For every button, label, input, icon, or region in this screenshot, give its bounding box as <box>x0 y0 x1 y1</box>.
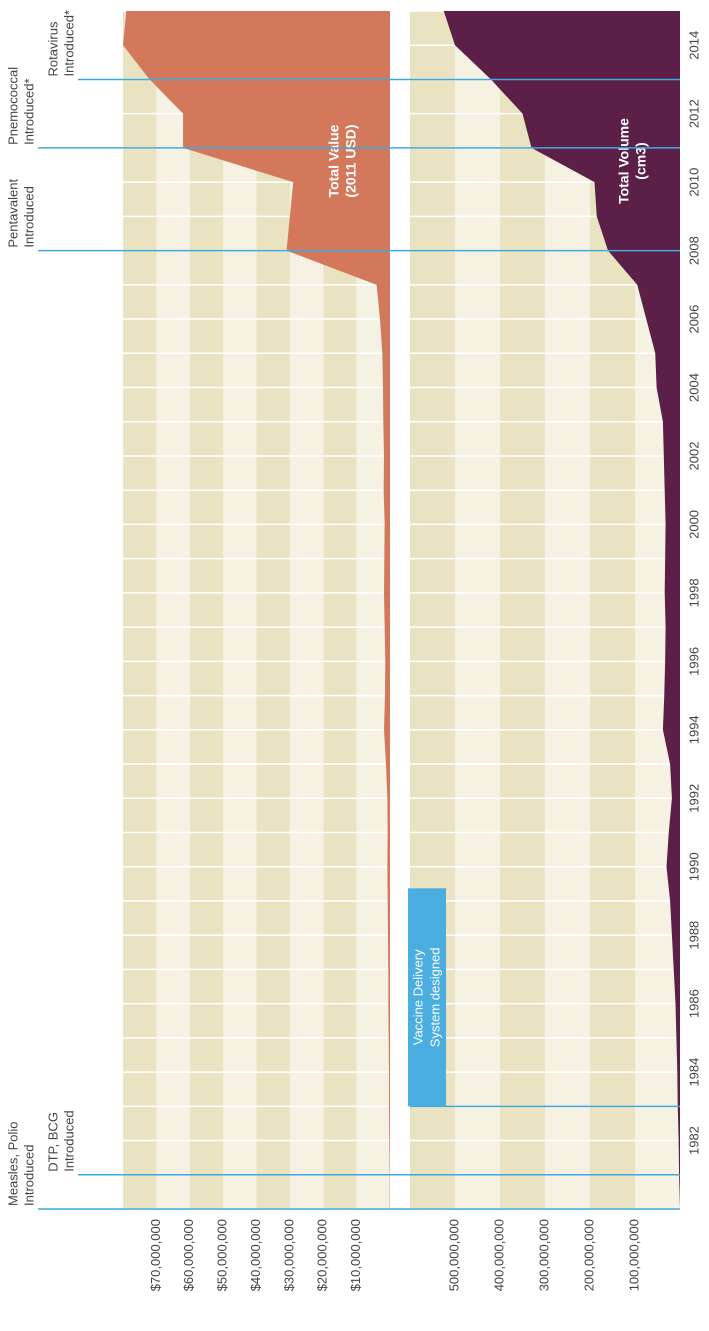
y-tick-label: $70,000,000 <box>148 1219 163 1291</box>
y-tick-label: $50,000,000 <box>215 1219 230 1291</box>
area-label: Total Volume <box>616 118 632 204</box>
x-tick-label: 1986 <box>686 989 701 1018</box>
x-tick-label: 2006 <box>686 305 701 334</box>
y-tick-label: $20,000,000 <box>315 1219 330 1291</box>
rotated-chart: $10,000,000 $20,000,000 $30,000,000 $40,000… <box>5 10 701 1291</box>
x-tick-label: 1988 <box>686 921 701 950</box>
band <box>156 11 190 1209</box>
area-label: Total Value <box>326 124 342 197</box>
x-tick-label: 1996 <box>686 647 701 676</box>
band <box>223 11 257 1209</box>
event-label: Rotavirus <box>45 21 60 76</box>
y-tick-label: $60,000,000 <box>181 1219 196 1291</box>
x-tick-label: 2014 <box>686 31 701 60</box>
y-tick-label: 500,000,000 <box>446 1219 461 1291</box>
y-tick-label: 300,000,000 <box>536 1219 551 1291</box>
event-label: Pnemococcal <box>5 67 20 145</box>
band <box>289 11 324 1209</box>
x-tick-label: 1982 <box>686 1126 701 1155</box>
x-tick-label: 2000 <box>686 510 701 539</box>
area <box>443 11 680 1209</box>
y-tick-label: $10,000,000 <box>348 1219 363 1291</box>
event-label: Introduced <box>21 1145 36 1206</box>
x-tick-label: 1992 <box>686 784 701 813</box>
x-tick-label: 1998 <box>686 578 701 607</box>
x-tick-label: 2012 <box>686 99 701 128</box>
x-tick-label: 2004 <box>686 373 701 402</box>
y-tick-label: 100,000,000 <box>626 1219 641 1291</box>
band <box>500 11 545 1209</box>
band <box>455 11 500 1209</box>
x-tick-label: 1990 <box>686 852 701 881</box>
band <box>590 11 635 1209</box>
x-tick-label: 2010 <box>686 168 701 197</box>
annotation-text: Vaccine Delivery <box>410 949 425 1045</box>
x-tick-label: 1994 <box>686 715 701 744</box>
y-tick-label: 200,000,000 <box>581 1219 596 1291</box>
event-label: DTP, BCG <box>45 1112 60 1172</box>
band <box>323 11 357 1209</box>
band <box>189 11 224 1209</box>
y-tick-label: 400,000,000 <box>491 1219 506 1291</box>
x-tick-label: 2008 <box>686 236 701 265</box>
event-label: Introduced* <box>21 78 36 145</box>
band <box>256 11 290 1209</box>
area-label: (2011 USD) <box>343 124 359 197</box>
x-tick-label: 2002 <box>686 442 701 471</box>
annotation-box <box>408 888 446 1107</box>
event-label: Introduced <box>61 1110 76 1171</box>
y-tick-label: $30,000,000 <box>281 1219 296 1291</box>
area-label: (cm3) <box>633 142 649 179</box>
annotation-text: System designed <box>427 947 442 1047</box>
event-label: Measles, Polio <box>5 1121 20 1206</box>
y-tick-label: $40,000,000 <box>248 1219 263 1291</box>
band <box>123 11 157 1209</box>
area <box>123 11 390 1209</box>
event-label: Introduced <box>21 186 36 247</box>
event-label: Introduced* <box>61 10 76 77</box>
event-label: Pentavalent <box>5 179 20 248</box>
x-tick-label: 1984 <box>686 1058 701 1087</box>
band <box>545 11 590 1209</box>
